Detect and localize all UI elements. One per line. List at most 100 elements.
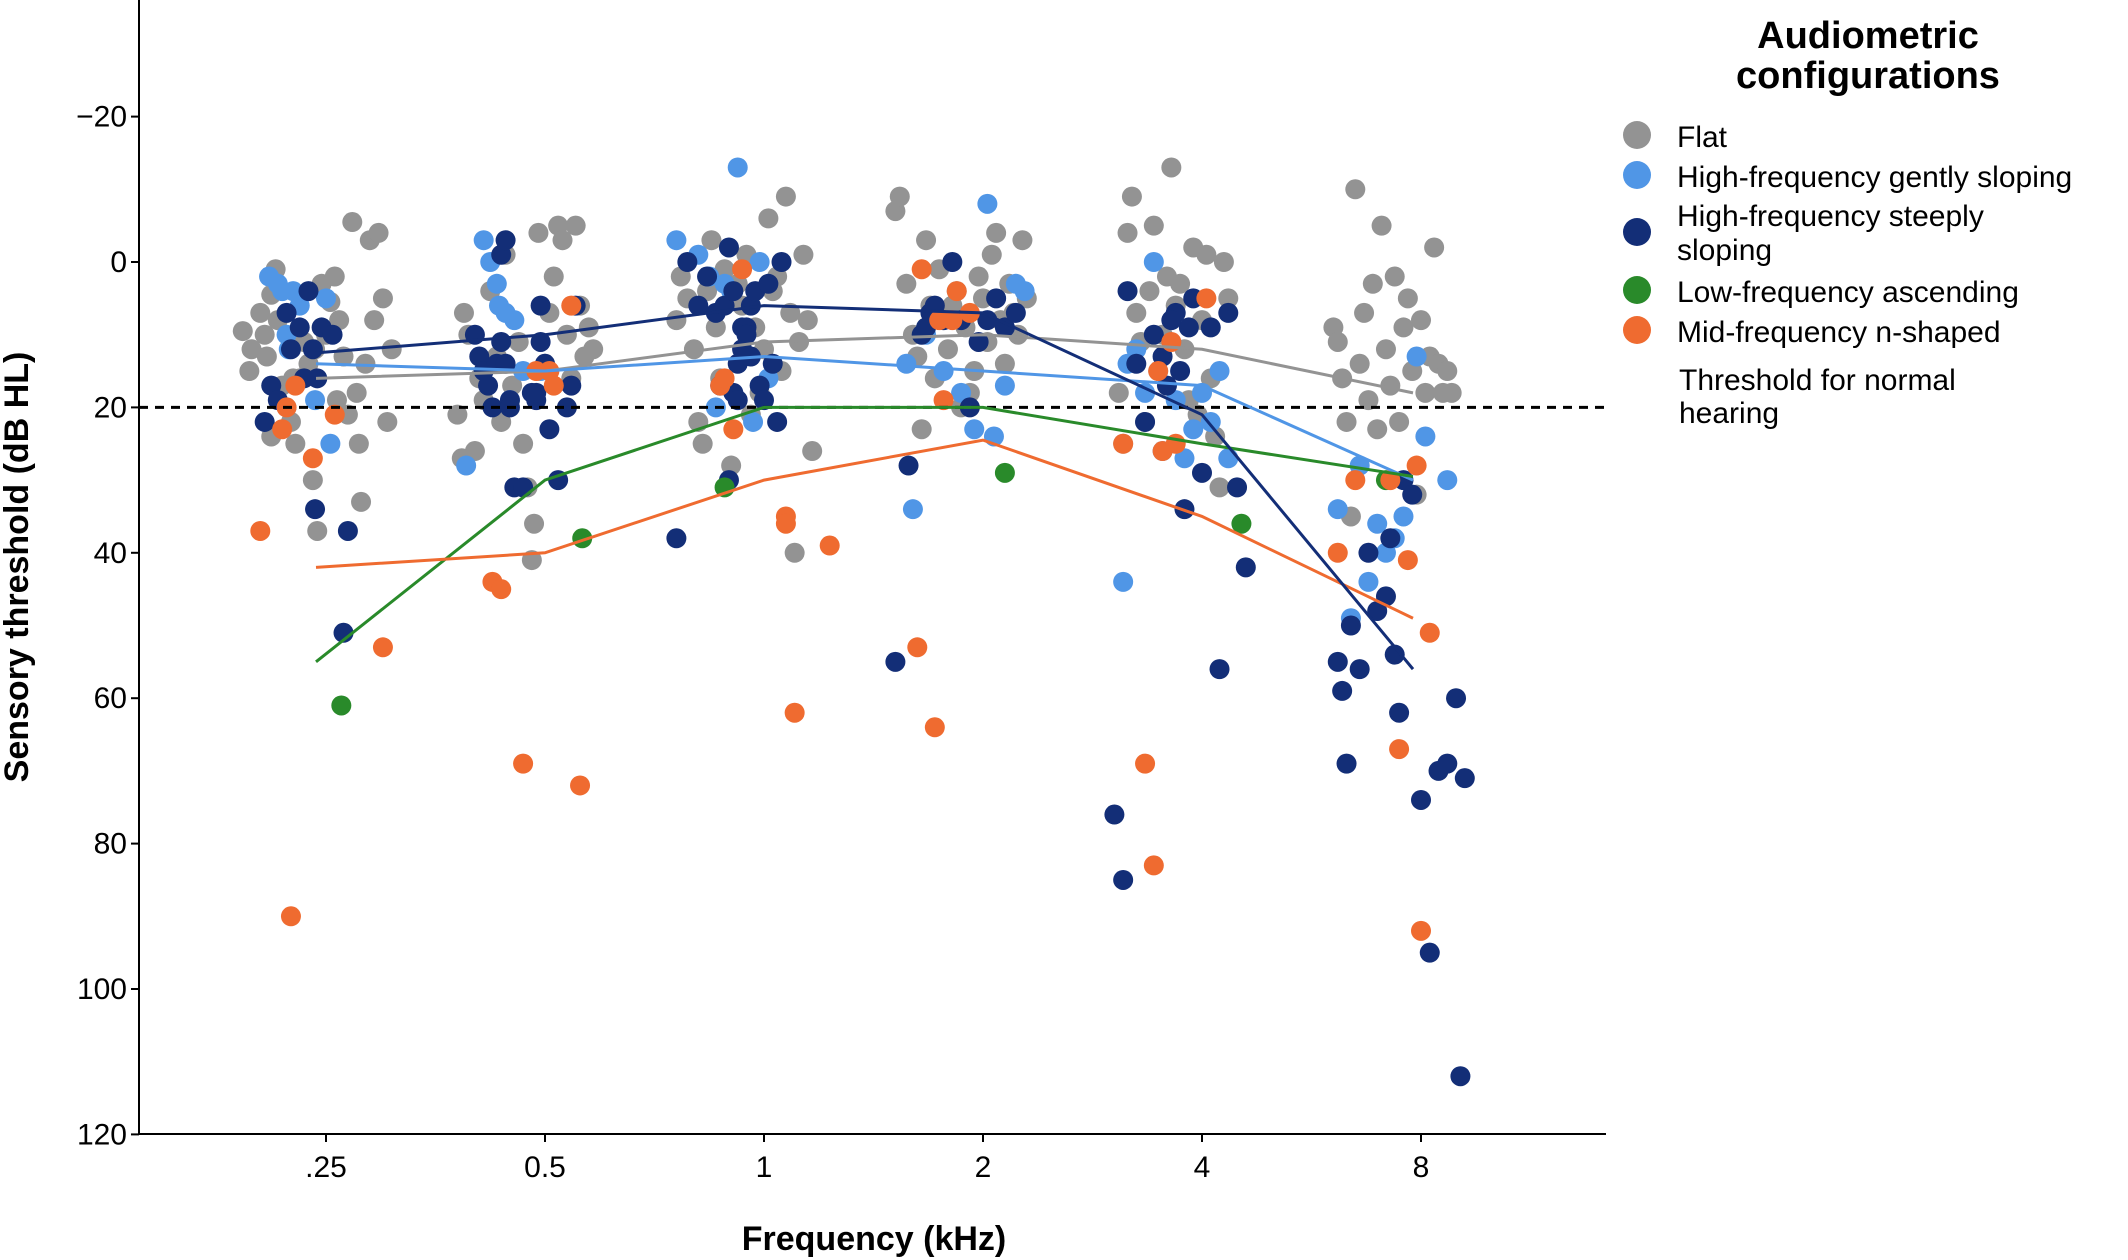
data-point-flat bbox=[1389, 411, 1410, 432]
data-point-flat bbox=[714, 259, 735, 280]
data-point-high-frequency-steeply-sloping bbox=[677, 252, 698, 272]
data-point-low-frequency-ascending bbox=[331, 695, 352, 716]
data-point-high-frequency-steeply-sloping bbox=[1389, 702, 1410, 723]
data-point-flat bbox=[994, 353, 1015, 374]
data-point-flat bbox=[797, 310, 818, 331]
data-point-high-frequency-steeply-sloping bbox=[491, 331, 512, 352]
data-point-flat bbox=[683, 339, 704, 360]
data-point-high-frequency-steeply-sloping bbox=[1104, 804, 1125, 825]
data-point-flat bbox=[666, 310, 687, 331]
y-tick-label: 20 bbox=[94, 391, 127, 424]
data-point-mid-frequency-n-shaped bbox=[302, 448, 323, 469]
data-point-flat bbox=[1209, 477, 1230, 498]
mean-line-low-frequency-ascending bbox=[315, 405, 1414, 664]
data-point-high-frequency-steeply-sloping bbox=[723, 281, 744, 302]
data-point-high-frequency-gently-sloping bbox=[1437, 470, 1458, 491]
x-axis-title: Frequency (kHz) bbox=[742, 1220, 1007, 1258]
x-axis-ticks: .25 0.5 1 2 4 8 bbox=[305, 1134, 1429, 1184]
data-point-flat bbox=[1367, 419, 1388, 440]
data-point-flat bbox=[1371, 215, 1392, 236]
data-point-high-frequency-steeply-sloping bbox=[1358, 542, 1379, 563]
data-point-flat bbox=[1358, 390, 1379, 411]
data-point-flat bbox=[1218, 288, 1239, 309]
data-point-flat bbox=[1424, 237, 1445, 258]
data-point-high-frequency-steeply-sloping bbox=[758, 273, 779, 294]
data-point-high-frequency-gently-sloping bbox=[305, 390, 326, 411]
data-point-flat bbox=[239, 361, 260, 382]
data-point-high-frequency-gently-sloping bbox=[902, 499, 923, 520]
legend-title: configurations bbox=[1736, 55, 2000, 97]
mean-line-flat bbox=[315, 333, 1414, 395]
data-point-high-frequency-steeply-sloping bbox=[977, 310, 998, 331]
y-tick-label: 60 bbox=[94, 682, 127, 715]
data-point-flat bbox=[1345, 179, 1366, 200]
data-point-flat bbox=[453, 302, 474, 323]
data-point-high-frequency-steeply-sloping bbox=[666, 528, 687, 549]
data-point-mid-frequency-n-shaped bbox=[1196, 288, 1217, 309]
data-point-flat bbox=[1384, 266, 1405, 287]
data-point-high-frequency-steeply-sloping bbox=[727, 390, 748, 411]
data-point-mid-frequency-n-shaped bbox=[784, 702, 805, 723]
data-point-high-frequency-gently-sloping bbox=[749, 252, 770, 272]
data-point-flat bbox=[1397, 288, 1418, 309]
data-point-high-frequency-steeply-sloping bbox=[697, 266, 718, 287]
data-point-flat bbox=[447, 404, 468, 425]
data-point-high-frequency-steeply-sloping bbox=[1117, 281, 1138, 302]
data-point-mid-frequency-n-shaped bbox=[272, 419, 293, 440]
data-point-flat bbox=[1441, 382, 1462, 403]
data-point-mid-frequency-n-shaped bbox=[1143, 855, 1164, 876]
data-point-flat bbox=[1354, 302, 1375, 323]
data-point-flat bbox=[1336, 411, 1357, 432]
data-point-high-frequency-gently-sloping bbox=[1143, 252, 1164, 272]
data-point-flat bbox=[986, 222, 1007, 243]
data-point-high-frequency-gently-sloping bbox=[896, 353, 917, 374]
data-point-high-frequency-steeply-sloping bbox=[1336, 753, 1357, 774]
data-point-high-frequency-steeply-sloping bbox=[898, 455, 919, 476]
data-point-flat bbox=[552, 230, 573, 251]
data-point-flat bbox=[1349, 353, 1370, 374]
data-point-high-frequency-steeply-sloping bbox=[1170, 361, 1191, 382]
data-point-flat bbox=[1375, 339, 1396, 360]
legend-label-mid-frequency-n-shaped: Mid-frequency n-shaped bbox=[1677, 316, 2001, 349]
legend-marker-flat bbox=[1623, 121, 1651, 149]
y-tick-label: 80 bbox=[94, 828, 127, 861]
data-point-flat bbox=[911, 419, 932, 440]
data-point-flat bbox=[784, 542, 805, 563]
data-point-high-frequency-steeply-sloping bbox=[994, 317, 1015, 338]
legend-marker-low-frequency-ascending bbox=[1623, 276, 1651, 304]
data-point-high-frequency-steeply-sloping bbox=[1437, 753, 1458, 774]
data-point-high-frequency-steeply-sloping bbox=[1005, 302, 1026, 323]
data-point-high-frequency-steeply-sloping bbox=[556, 397, 577, 418]
data-point-high-frequency-gently-sloping bbox=[1327, 499, 1348, 520]
data-point-high-frequency-steeply-sloping bbox=[1126, 353, 1147, 374]
data-point-flat bbox=[324, 266, 345, 287]
data-point-high-frequency-steeply-sloping bbox=[718, 237, 739, 258]
data-point-high-frequency-gently-sloping bbox=[1183, 419, 1204, 440]
data-point-flat bbox=[355, 353, 376, 374]
data-point-flat bbox=[701, 230, 722, 251]
data-point-flat bbox=[285, 433, 306, 454]
data-point-mid-frequency-n-shaped bbox=[280, 906, 301, 927]
data-point-flat bbox=[524, 513, 545, 534]
data-point-high-frequency-steeply-sloping bbox=[495, 230, 516, 251]
data-point-high-frequency-steeply-sloping bbox=[885, 651, 906, 672]
data-point-flat bbox=[232, 321, 253, 342]
data-point-high-frequency-steeply-sloping bbox=[1156, 375, 1177, 396]
data-point-flat bbox=[254, 324, 275, 345]
y-tick-label: −20 bbox=[76, 101, 127, 134]
data-point-high-frequency-steeply-sloping bbox=[688, 295, 709, 316]
y-tick-label: 100 bbox=[77, 973, 127, 1006]
data-point-flat bbox=[937, 339, 958, 360]
data-point-mid-frequency-n-shaped bbox=[819, 535, 840, 556]
data-point-mid-frequency-n-shaped bbox=[324, 404, 345, 425]
data-point-flat bbox=[377, 411, 398, 432]
data-point-mid-frequency-n-shaped bbox=[714, 368, 735, 389]
legend-label-high-frequency-steeply-sloping: sloping bbox=[1677, 234, 1772, 267]
data-point-high-frequency-steeply-sloping bbox=[1178, 317, 1199, 338]
data-point-flat bbox=[491, 411, 512, 432]
data-point-high-frequency-steeply-sloping bbox=[1402, 484, 1423, 505]
data-point-high-frequency-steeply-sloping bbox=[1113, 869, 1134, 890]
data-point-flat bbox=[896, 273, 917, 294]
data-point-flat bbox=[513, 433, 534, 454]
